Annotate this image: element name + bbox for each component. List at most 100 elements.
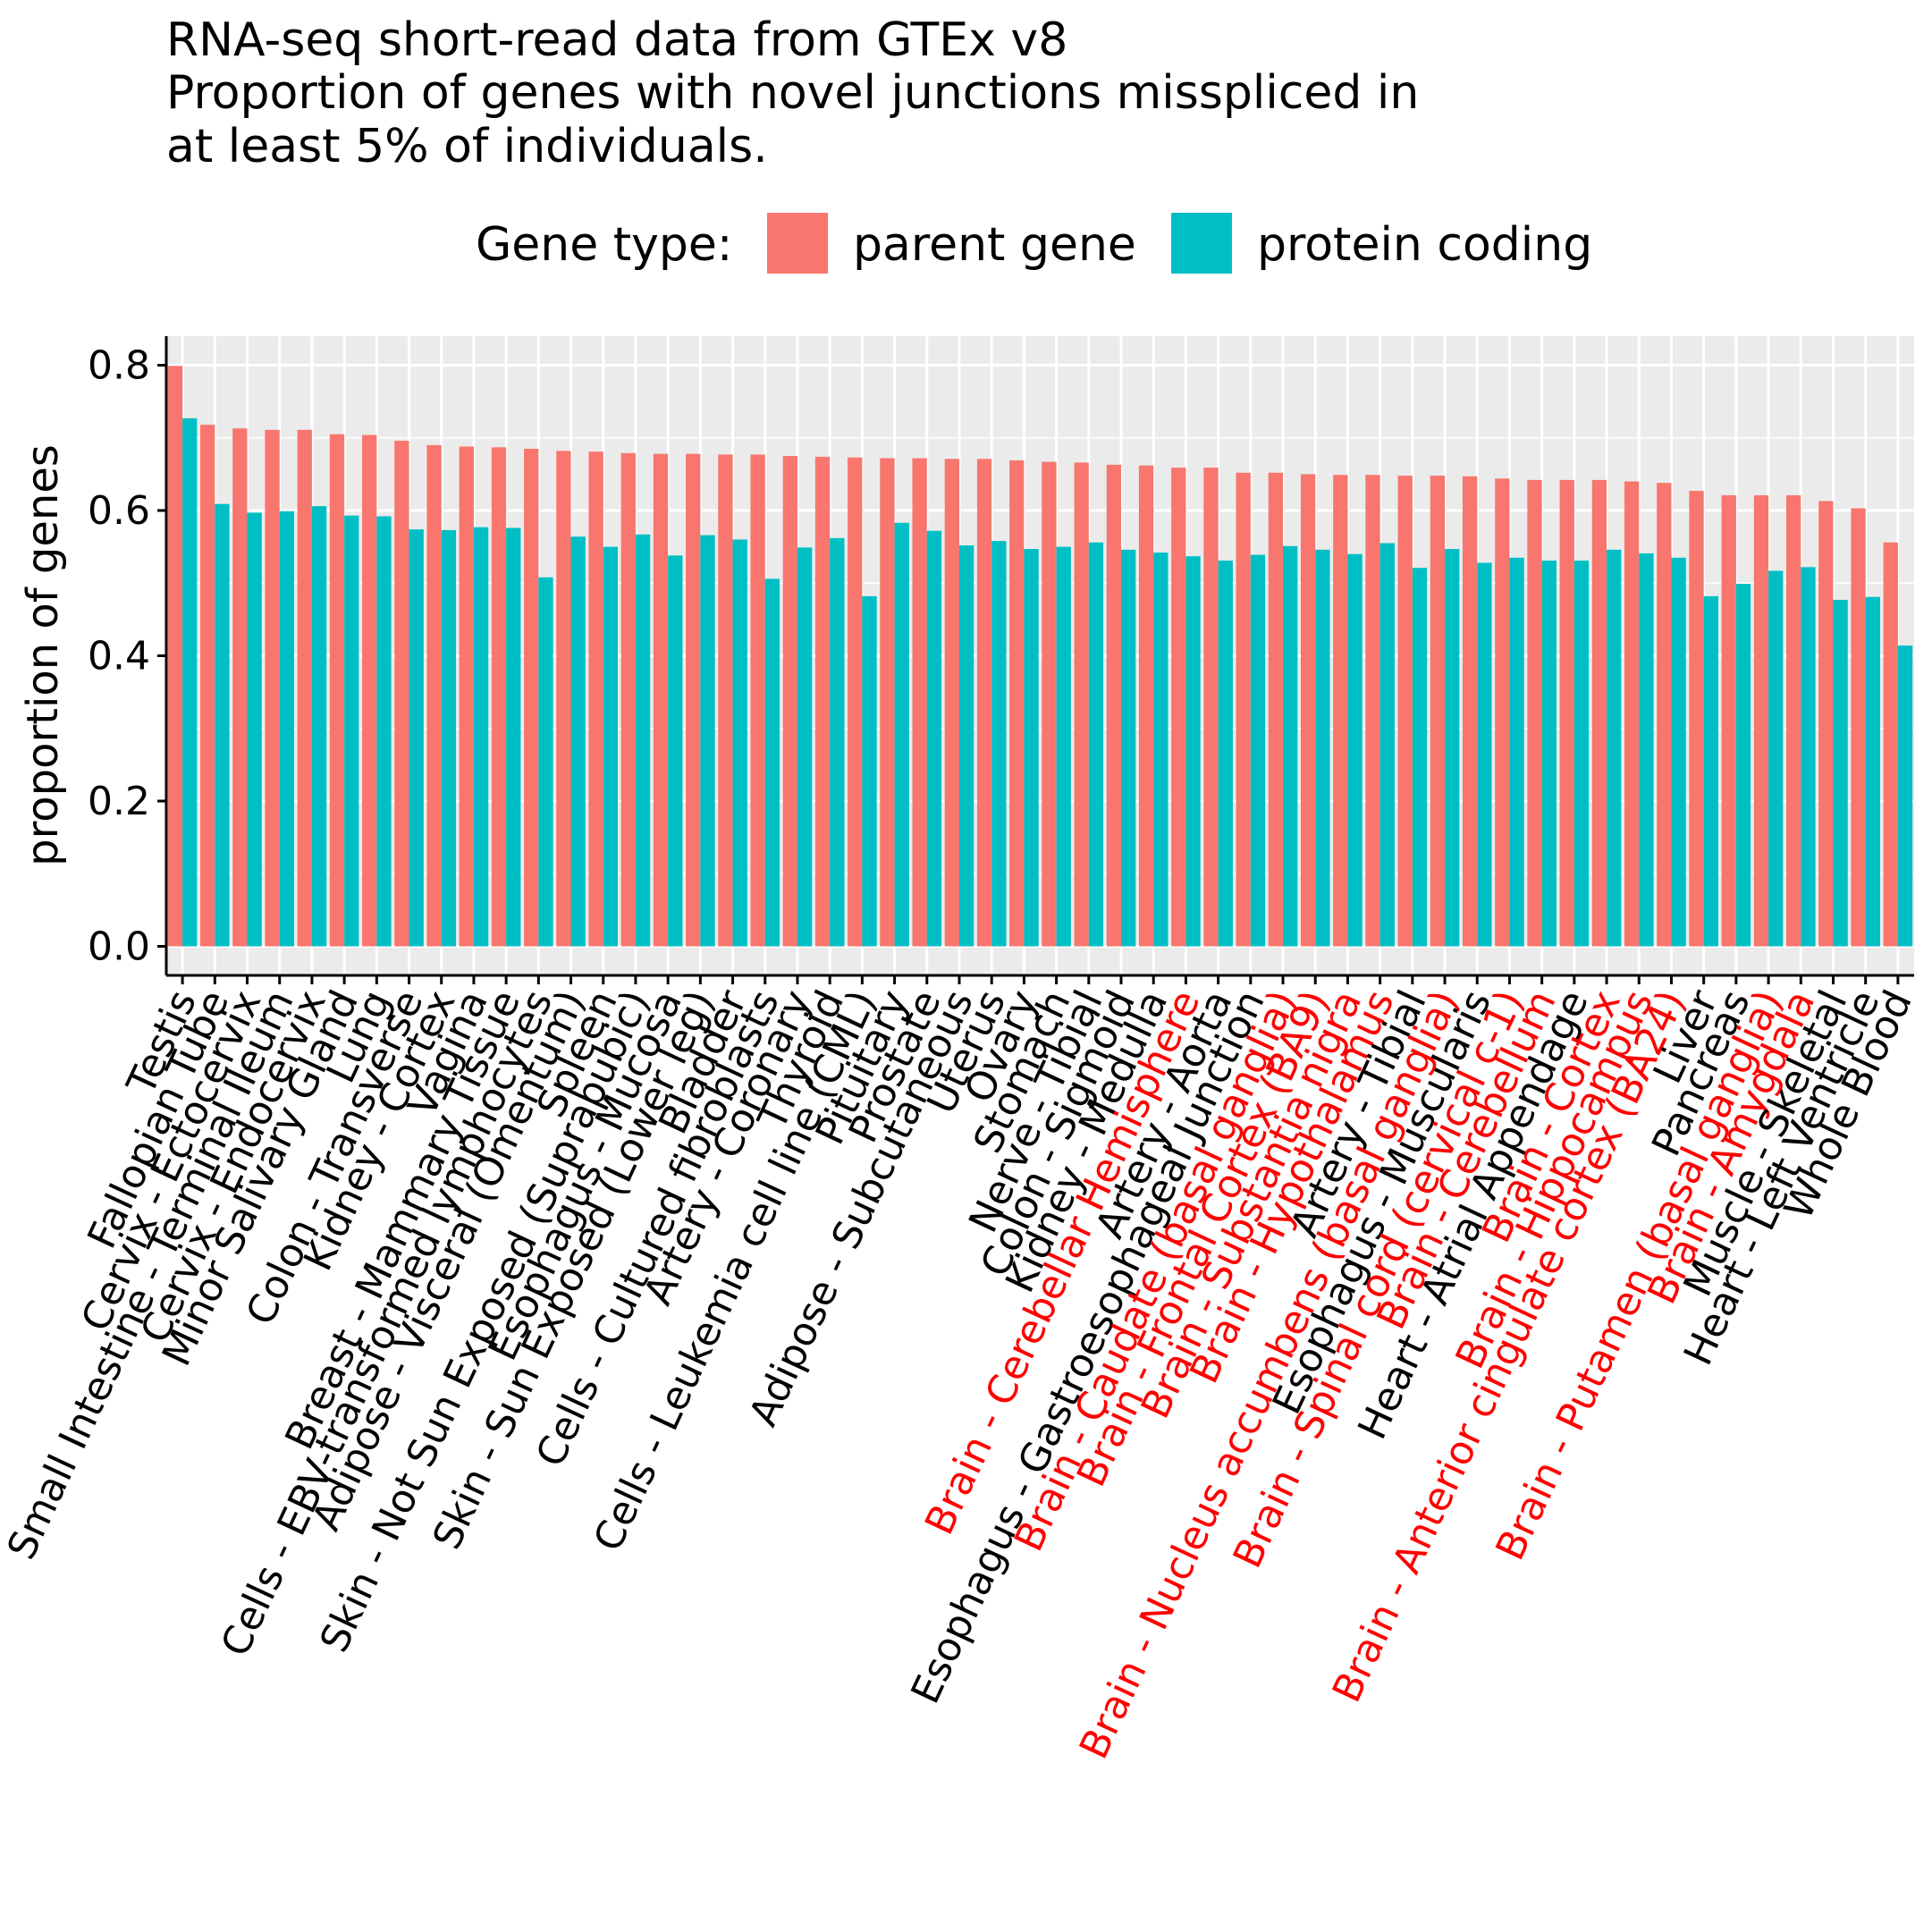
- bar-parent-gene-colon-transverse: [394, 441, 409, 947]
- bar-protein-coding-brain-substantia-nigra: [1347, 553, 1363, 947]
- bar-parent-gene-prostate: [912, 458, 927, 947]
- bar-protein-coding-minor-salivary-gland: [344, 515, 359, 947]
- bar-parent-gene-stomach: [1042, 461, 1057, 947]
- bar-parent-gene-pancreas: [1721, 494, 1736, 947]
- bar-protein-coding-whole-blood: [1897, 645, 1913, 947]
- y-axis: 0.0 0.2 0.4 0.6 0.8: [88, 343, 166, 970]
- bar-parent-gene-esophagus-muscularis: [1462, 476, 1478, 947]
- bar-protein-coding-nerve-tibial: [1088, 542, 1104, 947]
- bar-protein-coding-vagina: [473, 527, 489, 947]
- bar-parent-gene-liver: [1689, 491, 1704, 947]
- bar-protein-coding-artery-aorta: [1218, 561, 1233, 947]
- y-tick-label: 0.8: [88, 343, 150, 389]
- bar-protein-coding-pancreas: [1735, 584, 1751, 947]
- bar-parent-gene-artery-aorta: [1203, 468, 1219, 947]
- bar-parent-gene-brain-hypothalamus: [1365, 475, 1380, 947]
- bar-protein-coding-skin-sun-exposed-lower-leg: [700, 535, 715, 947]
- bar-protein-coding-brain-amygdala: [1801, 567, 1816, 947]
- bar-protein-coding-colon-transverse: [409, 529, 424, 947]
- bar-parent-gene-fallopian-tube: [200, 425, 215, 947]
- bar-protein-coding-brain-hippocampus: [1639, 553, 1654, 947]
- bar-parent-gene-nerve-tibial: [1074, 462, 1089, 947]
- bar-parent-gene-ovary: [1009, 460, 1025, 947]
- bar-parent-gene-colon-sigmoid: [1106, 464, 1122, 947]
- bar-parent-gene-pituitary: [880, 458, 895, 947]
- bar-protein-coding-brain-caudate-basal-ganglia: [1283, 545, 1298, 947]
- bar-protein-coding-colon-sigmoid: [1121, 549, 1136, 947]
- bar-protein-coding-stomach: [1056, 546, 1071, 947]
- bar-parent-gene-artery-tibial: [1397, 476, 1413, 947]
- title-line-1: RNA-seq short-read data from GTEx v8: [166, 13, 1067, 67]
- bars: [167, 366, 1913, 947]
- bar-protein-coding-brain-cortex: [1607, 549, 1622, 947]
- bar-protein-coding-adipose-visceral-omentum: [570, 536, 586, 947]
- bar-protein-coding-brain-frontal-cortex-ba9: [1315, 549, 1330, 947]
- bar-parent-gene-brain-cortex: [1591, 479, 1607, 947]
- bar-protein-coding-brain-nucleus-accumbens-basal-ganglia: [1445, 549, 1460, 947]
- bar-protein-coding-kidney-cortex: [441, 529, 457, 947]
- legend-key-parent-gene: [767, 213, 828, 274]
- bar-protein-coding-esophagus-gastroesophageal-junction: [1250, 554, 1266, 947]
- bar-parent-gene-lung: [362, 434, 377, 947]
- bar-protein-coding-ovary: [1024, 549, 1039, 947]
- bar-protein-coding-spleen: [603, 546, 619, 947]
- bar-parent-gene-thyroid: [814, 456, 831, 947]
- bar-parent-gene-cells-leukemia-cell-line-cml: [848, 457, 863, 947]
- bar-parent-gene-breast-mammary-tissue: [491, 447, 507, 947]
- bar-protein-coding-cells-leukemia-cell-line-cml: [862, 595, 877, 947]
- bar-parent-gene-skin-not-sun-exposed-suprapubic: [620, 452, 636, 947]
- bar-parent-gene-testis: [167, 366, 183, 947]
- bar-parent-gene-brain-substantia-nigra: [1333, 475, 1348, 947]
- bar-protein-coding-heart-atrial-appendage: [1573, 561, 1590, 947]
- bar-protein-coding-artery-coronary: [797, 547, 813, 947]
- bar-parent-gene-whole-blood: [1883, 542, 1898, 947]
- bar-parent-gene-vagina: [459, 446, 474, 947]
- bar-parent-gene-minor-salivary-gland: [329, 434, 345, 947]
- bar-protein-coding-cells-cultured-fibroblasts: [764, 578, 780, 947]
- bar-protein-coding-small-intestine-terminal-ileum: [279, 510, 295, 947]
- bar-parent-gene-small-intestine-terminal-ileum: [265, 429, 280, 947]
- bar-parent-gene-adipose-visceral-omentum: [556, 451, 571, 947]
- bar-protein-coding-fallopian-tube: [215, 503, 230, 947]
- y-tick-label: 0.4: [88, 634, 150, 679]
- bar-protein-coding-brain-putamen-basal-ganglia: [1768, 570, 1784, 947]
- bar-parent-gene-heart-left-ventricle: [1851, 508, 1866, 947]
- title-line-2: Proportion of genes with novel junctions…: [166, 66, 1419, 120]
- bar-protein-coding-cervix-endocervix: [311, 506, 327, 947]
- y-tick-label: 0.6: [88, 488, 150, 534]
- bar-protein-coding-brain-spinal-cord-cervical-c-1: [1509, 557, 1524, 947]
- legend: Gene type: parent gene protein coding: [476, 213, 1592, 274]
- bar-protein-coding-thyroid: [830, 537, 845, 947]
- bar-protein-coding-liver: [1703, 595, 1718, 947]
- bar-parent-gene-cells-ebv-transformed-lymphocytes: [524, 448, 539, 947]
- bar-protein-coding-adipose-subcutaneous: [958, 545, 974, 947]
- bar-protein-coding-cervix-ectocervix: [247, 512, 262, 947]
- bar-parent-gene-kidney-medulla: [1138, 465, 1154, 947]
- bar-protein-coding-testis: [182, 418, 198, 947]
- y-tick-label: 0.2: [88, 779, 150, 824]
- bar-parent-gene-brain-nucleus-accumbens-basal-ganglia: [1430, 476, 1446, 947]
- bar-parent-gene-skin-sun-exposed-lower-leg: [686, 453, 701, 947]
- bar-parent-gene-brain-frontal-cortex-ba9: [1300, 474, 1316, 947]
- bar-parent-gene-spleen: [588, 451, 603, 947]
- legend-title: Gene type:: [476, 218, 732, 272]
- bar-parent-gene-bladder: [718, 454, 733, 947]
- bar-protein-coding-esophagus-mucosa: [668, 555, 683, 947]
- bar-parent-gene-adipose-subcutaneous: [944, 459, 959, 947]
- bar-protein-coding-cells-ebv-transformed-lymphocytes: [538, 577, 553, 947]
- bar-protein-coding-heart-left-ventricle: [1865, 596, 1880, 947]
- bar-parent-gene-cervix-ectocervix: [232, 428, 248, 947]
- bar-parent-gene-brain-anterior-cingulate-cortex-ba24: [1657, 483, 1672, 947]
- bar-parent-gene-brain-cerebellar-hemisphere: [1171, 468, 1186, 947]
- title-line-3: at least 5% of individuals.: [166, 120, 768, 173]
- bar-parent-gene-brain-spinal-cord-cervical-c-1: [1495, 478, 1510, 947]
- bar-parent-gene-cells-cultured-fibroblasts: [750, 454, 765, 947]
- bar-protein-coding-brain-hypothalamus: [1379, 543, 1395, 947]
- bar-protein-coding-kidney-medulla: [1153, 553, 1168, 947]
- legend-label-protein-coding: protein coding: [1257, 218, 1592, 272]
- bar-protein-coding-artery-tibial: [1412, 568, 1428, 947]
- y-axis-label: proportion of genes: [18, 444, 68, 866]
- bar-parent-gene-esophagus-mucosa: [653, 453, 669, 947]
